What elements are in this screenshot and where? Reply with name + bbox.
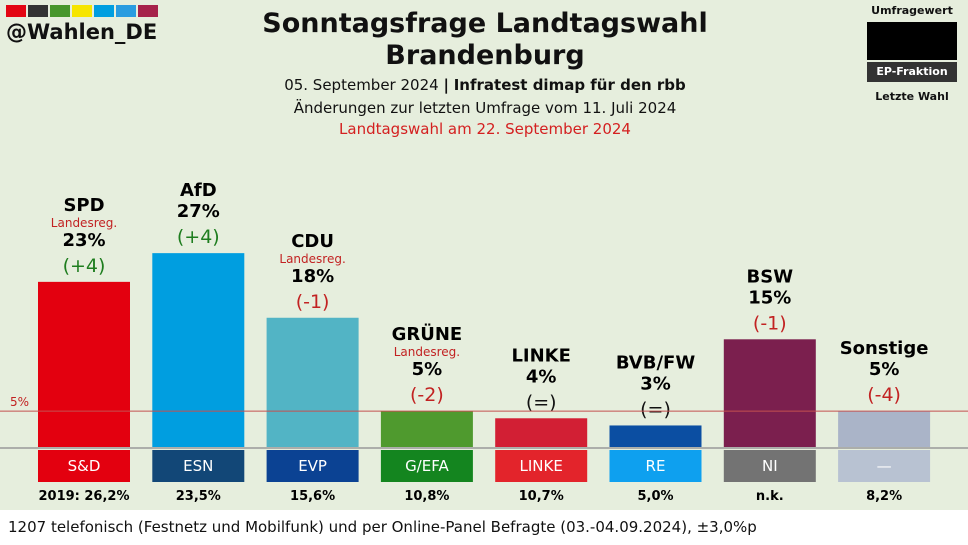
faction-band <box>380 450 473 482</box>
faction-band <box>266 450 359 482</box>
chart-title: Sonntagsfrage Landtagswahl Brandenburg <box>200 8 770 72</box>
faction-band <box>495 450 588 482</box>
faction-label: EVP <box>298 457 327 475</box>
bar-7 <box>838 411 931 447</box>
value-label: 4% <box>526 366 557 387</box>
bar-4 <box>495 418 588 447</box>
faction-label: RE <box>646 457 666 475</box>
brand-color-block <box>116 5 136 17</box>
change-label: (+4) <box>63 255 106 277</box>
brand-color-strip <box>6 5 158 17</box>
party-label: AfD <box>180 180 217 201</box>
brand-color-block <box>138 5 158 17</box>
party-label: Sonstige <box>840 338 929 359</box>
change-label: (=) <box>526 391 557 413</box>
survey-date: 05. September 2024 <box>284 76 439 94</box>
faction-label: LINKE <box>520 457 563 475</box>
survey-source: Infratest dimap für den rbb <box>453 76 686 94</box>
title-line-2: Brandenburg <box>385 40 585 71</box>
value-label: 18% <box>291 266 334 287</box>
last-election-label: 23,5% <box>176 489 221 504</box>
party-label: SPD <box>63 195 104 216</box>
last-election-label: 8,2% <box>866 489 902 504</box>
change-label: (=) <box>640 398 671 420</box>
subtitle-separator: | <box>443 76 449 94</box>
bar-0 <box>38 281 130 447</box>
last-election-label: 10,7% <box>519 489 564 504</box>
party-label: LINKE <box>511 345 570 366</box>
government-note: Landesreg. <box>394 345 460 359</box>
subtitle-date-source: 05. September 2024 | Infratest dimap für… <box>200 76 770 94</box>
value-label: 15% <box>748 287 791 308</box>
value-label: 5% <box>869 359 900 380</box>
brand-color-block <box>72 5 92 17</box>
legend-ep-faction: EP-Fraktion <box>867 62 957 82</box>
faction-band <box>838 450 931 482</box>
legend-bar-swatch <box>867 22 957 60</box>
value-label: 3% <box>640 373 671 394</box>
bar-6 <box>723 339 816 447</box>
value-label: 5% <box>412 359 443 380</box>
value-label: 27% <box>177 201 220 222</box>
legend-last-election: Letzte Wahl <box>875 90 949 103</box>
subtitle-election-date: Landtagswahl am 22. September 2024 <box>339 120 631 138</box>
faction-band <box>152 450 245 482</box>
faction-band <box>38 450 130 482</box>
faction-band <box>609 450 702 482</box>
last-election-label: n.k. <box>756 489 784 504</box>
party-label: BVB/FW <box>616 352 696 373</box>
bar-1 <box>152 253 245 447</box>
threshold-label: 5% <box>10 395 29 409</box>
last-election-label: 15,6% <box>290 489 335 504</box>
party-label: BSW <box>747 266 794 287</box>
faction-label: ESN <box>183 457 213 475</box>
brand-color-block <box>94 5 114 17</box>
faction-label: S&D <box>68 457 101 475</box>
change-label: (-1) <box>296 291 330 313</box>
bar-5 <box>609 425 702 447</box>
brand-color-block <box>28 5 48 17</box>
faction-label: — <box>877 457 892 475</box>
bar-2 <box>266 317 359 447</box>
change-label: (+4) <box>177 226 220 248</box>
faction-label: NI <box>762 457 778 475</box>
change-label: (-2) <box>410 384 444 406</box>
legend-poll-value: Umfragewert <box>871 4 953 17</box>
value-label: 23% <box>62 230 105 251</box>
faction-band <box>723 450 816 482</box>
change-label: (-1) <box>753 312 787 334</box>
party-label: CDU <box>291 231 334 252</box>
last-election-label: 5,0% <box>637 489 673 504</box>
government-note: Landesreg. <box>51 216 117 230</box>
methodology-footer: 1207 telefonisch (Festnetz und Mobilfunk… <box>0 510 968 545</box>
bar-3 <box>380 411 473 447</box>
party-label: GRÜNE <box>392 323 463 345</box>
title-line-1: Sonntagsfrage Landtagswahl <box>262 8 708 39</box>
last-election-label: 2019: 26,2% <box>38 489 129 504</box>
last-election-label: 10,8% <box>404 489 449 504</box>
subtitle-changes: Änderungen zur letzten Umfrage vom 11. J… <box>293 99 677 117</box>
brand-color-block <box>50 5 70 17</box>
government-note: Landesreg. <box>279 252 345 266</box>
brand-color-block <box>6 5 26 17</box>
account-handle: @Wahlen_DE <box>6 20 158 44</box>
change-label: (-4) <box>867 384 901 406</box>
faction-label: G/EFA <box>405 457 449 475</box>
